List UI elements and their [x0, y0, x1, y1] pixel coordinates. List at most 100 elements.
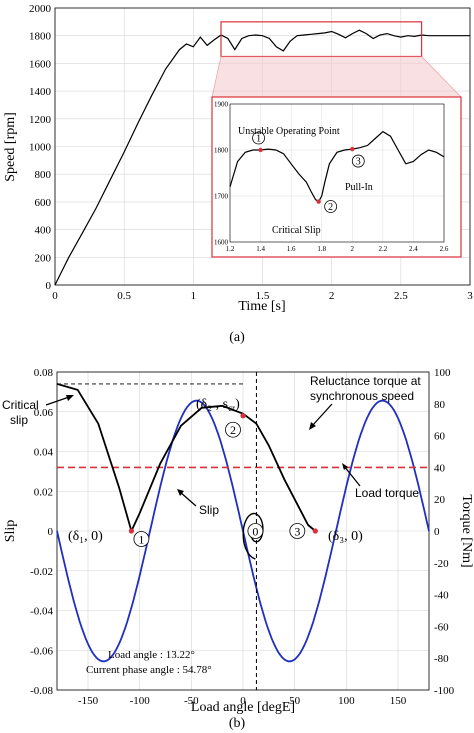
x-tick-label: 50: [289, 695, 301, 707]
critical-slip-annotation-2: slip: [10, 413, 28, 427]
y-right-tick-label: 60: [434, 431, 446, 443]
slip-annotation: Slip: [199, 503, 219, 517]
inset-marker-point: [258, 147, 263, 153]
y-tick-label: -0.02: [30, 566, 53, 578]
y-tick-label: 1200: [29, 114, 52, 126]
y-tick-label: 0.06: [34, 407, 54, 419]
y-tick-label: 800: [35, 169, 52, 181]
slip-chart-ylabel: Slip: [3, 520, 18, 543]
inset-y-tick-label: 1900: [214, 101, 229, 109]
y-tick-label: -0.08: [30, 685, 53, 697]
inset-x-tick-label: 1.6: [287, 245, 296, 253]
slip-chart-ticks: -150 -100 -50 0 50 100 150-0.08-0.06-0.04-0.02…: [30, 367, 455, 707]
y-right-tick-label: -20: [434, 558, 449, 570]
slip-point-number: 0: [252, 525, 258, 539]
y-tick-label: 0.04: [34, 447, 54, 459]
inset-marker-number-circle: [324, 200, 338, 213]
load-angle-annotation: Load angle : 13.22°: [108, 649, 195, 661]
slip-point-marker: [312, 528, 318, 534]
critical-slip-label: Critical Slip: [272, 225, 321, 236]
x-tick-label: 2: [329, 290, 335, 302]
x-tick-label: 1: [191, 290, 197, 302]
pull-in-label: Pull-In: [345, 182, 373, 193]
y-tick-label: 0.08: [34, 367, 54, 379]
x-tick-label: 0: [240, 695, 246, 707]
speed-chart: 0 0.5 1 1.5 2 2.5 3 0 200 400 600 800 1000 1200 1400 16…: [3, 3, 473, 345]
inset-x-tick-label: 2.6: [440, 245, 449, 253]
zoom-inset: 1.2 1.4 1.6 1.8 2 2.2 2.4 2.6 1600 1700 1800 1900 1…: [211, 96, 462, 258]
x-tick-label: 1.5: [256, 290, 270, 302]
point3-coordinates: (δ₃, 0): [328, 529, 363, 544]
inset-x-tick-label: 1.8: [317, 245, 326, 253]
inset-x-tick-label: 1.4: [256, 245, 265, 253]
slip-point-number-circle: [247, 523, 264, 539]
y-tick-label: 400: [35, 225, 52, 237]
inset-marker-number: 1: [256, 134, 261, 145]
slip-point-number: 1: [138, 533, 144, 547]
reluctance-annotation-2: synchronous speed: [310, 389, 414, 403]
y-right-tick-label: 40: [434, 462, 446, 474]
x-tick-label: -150: [78, 695, 99, 707]
slip-chart-xlabel: Load angle [degE]: [191, 700, 295, 715]
y-tick-label: -0.06: [30, 645, 53, 657]
x-tick-label: 100: [338, 695, 355, 707]
y-right-tick-label: -100: [434, 685, 455, 697]
critical-slip-annotation-1: Critical: [2, 398, 39, 412]
slip-point-number-circle: [289, 523, 306, 539]
y-right-tick-label: -60: [434, 621, 449, 633]
slip-point-number-circle: [133, 531, 150, 547]
load-torque-arrowhead: [342, 463, 348, 470]
y-right-tick-label: 80: [434, 399, 446, 411]
point2-coordinates: (δ₂ , scr): [196, 397, 240, 413]
y-right-tick-label: -40: [434, 590, 449, 602]
y-tick-label: 0.02: [34, 486, 53, 498]
x-tick-label: -100: [130, 695, 151, 707]
inset-outer-frame: [211, 96, 462, 258]
slip-point-number: 2: [230, 423, 236, 437]
zoom-highlight-box: [220, 21, 423, 58]
y-tick-label: 2000: [29, 3, 52, 15]
point2-coordinates-main: (δ₂ , s: [196, 397, 228, 412]
inset-x-tick-label: 2.2: [378, 245, 387, 253]
slip-arrow: [179, 491, 197, 507]
inset-y-tick-label: 1800: [214, 147, 229, 155]
y-tick-label: 600: [35, 197, 52, 209]
y-tick-label: 200: [35, 252, 52, 264]
inset-x-tick-label: 2: [351, 245, 355, 253]
y-right-tick-label: 100: [434, 367, 451, 379]
point2-coordinates-close: ): [235, 397, 240, 412]
speed-chart-ticks: 0 0.5 1 1.5 2 2.5 3 0 200 400 600 800 1000 1200 1400 16…: [29, 3, 473, 302]
y-tick-label: 1400: [29, 86, 52, 98]
slip-torque-chart: -150 -100 -50 0 50 100 150-0.08-0.06-0.04-0.02…: [2, 367, 474, 731]
speed-chart-frame: [54, 7, 471, 286]
zoom-connector-right: [421, 56, 462, 98]
inset-marker-point: [316, 199, 321, 204]
x-tick-label: 3: [467, 290, 473, 302]
x-tick-label: 150: [390, 695, 407, 707]
y-tick-label: 1600: [29, 58, 52, 70]
x-tick-label: 2.5: [394, 290, 408, 302]
y-tick-label: 1800: [29, 31, 52, 43]
slip-point-marker: [240, 413, 246, 419]
y-right-tick-label: 0: [434, 526, 440, 538]
panel-label-b: (b): [229, 716, 246, 731]
unstable-operating-point-label: Unstable Operating Point: [238, 126, 340, 137]
inset-speed-curve: [229, 130, 445, 203]
load-torque-arrow: [343, 465, 361, 487]
slip-point-number-circle: [225, 421, 241, 438]
speed-curve: [54, 29, 470, 286]
inset-x-tick-label: 2.4: [409, 245, 418, 253]
y-tick-label: 0: [46, 280, 52, 292]
current-phase-annotation: Current phase angle : 54.78°: [86, 664, 212, 676]
zoom-connector: [212, 56, 461, 97]
inset-markers: 1 2 3: [252, 131, 365, 213]
x-tick-label: 0.5: [117, 290, 131, 302]
slip-chart-ylabel-right: Torque [Nm]: [459, 494, 474, 567]
reluctance-arrowhead: [309, 422, 316, 430]
point1-coordinates: (δ₁, 0): [68, 529, 103, 544]
inset-marker-number-circle: [252, 131, 265, 145]
slip-trajectory-curve: [56, 383, 316, 534]
point2-coordinates-sub: cr: [228, 403, 235, 413]
slip-point-marker: [128, 528, 134, 534]
